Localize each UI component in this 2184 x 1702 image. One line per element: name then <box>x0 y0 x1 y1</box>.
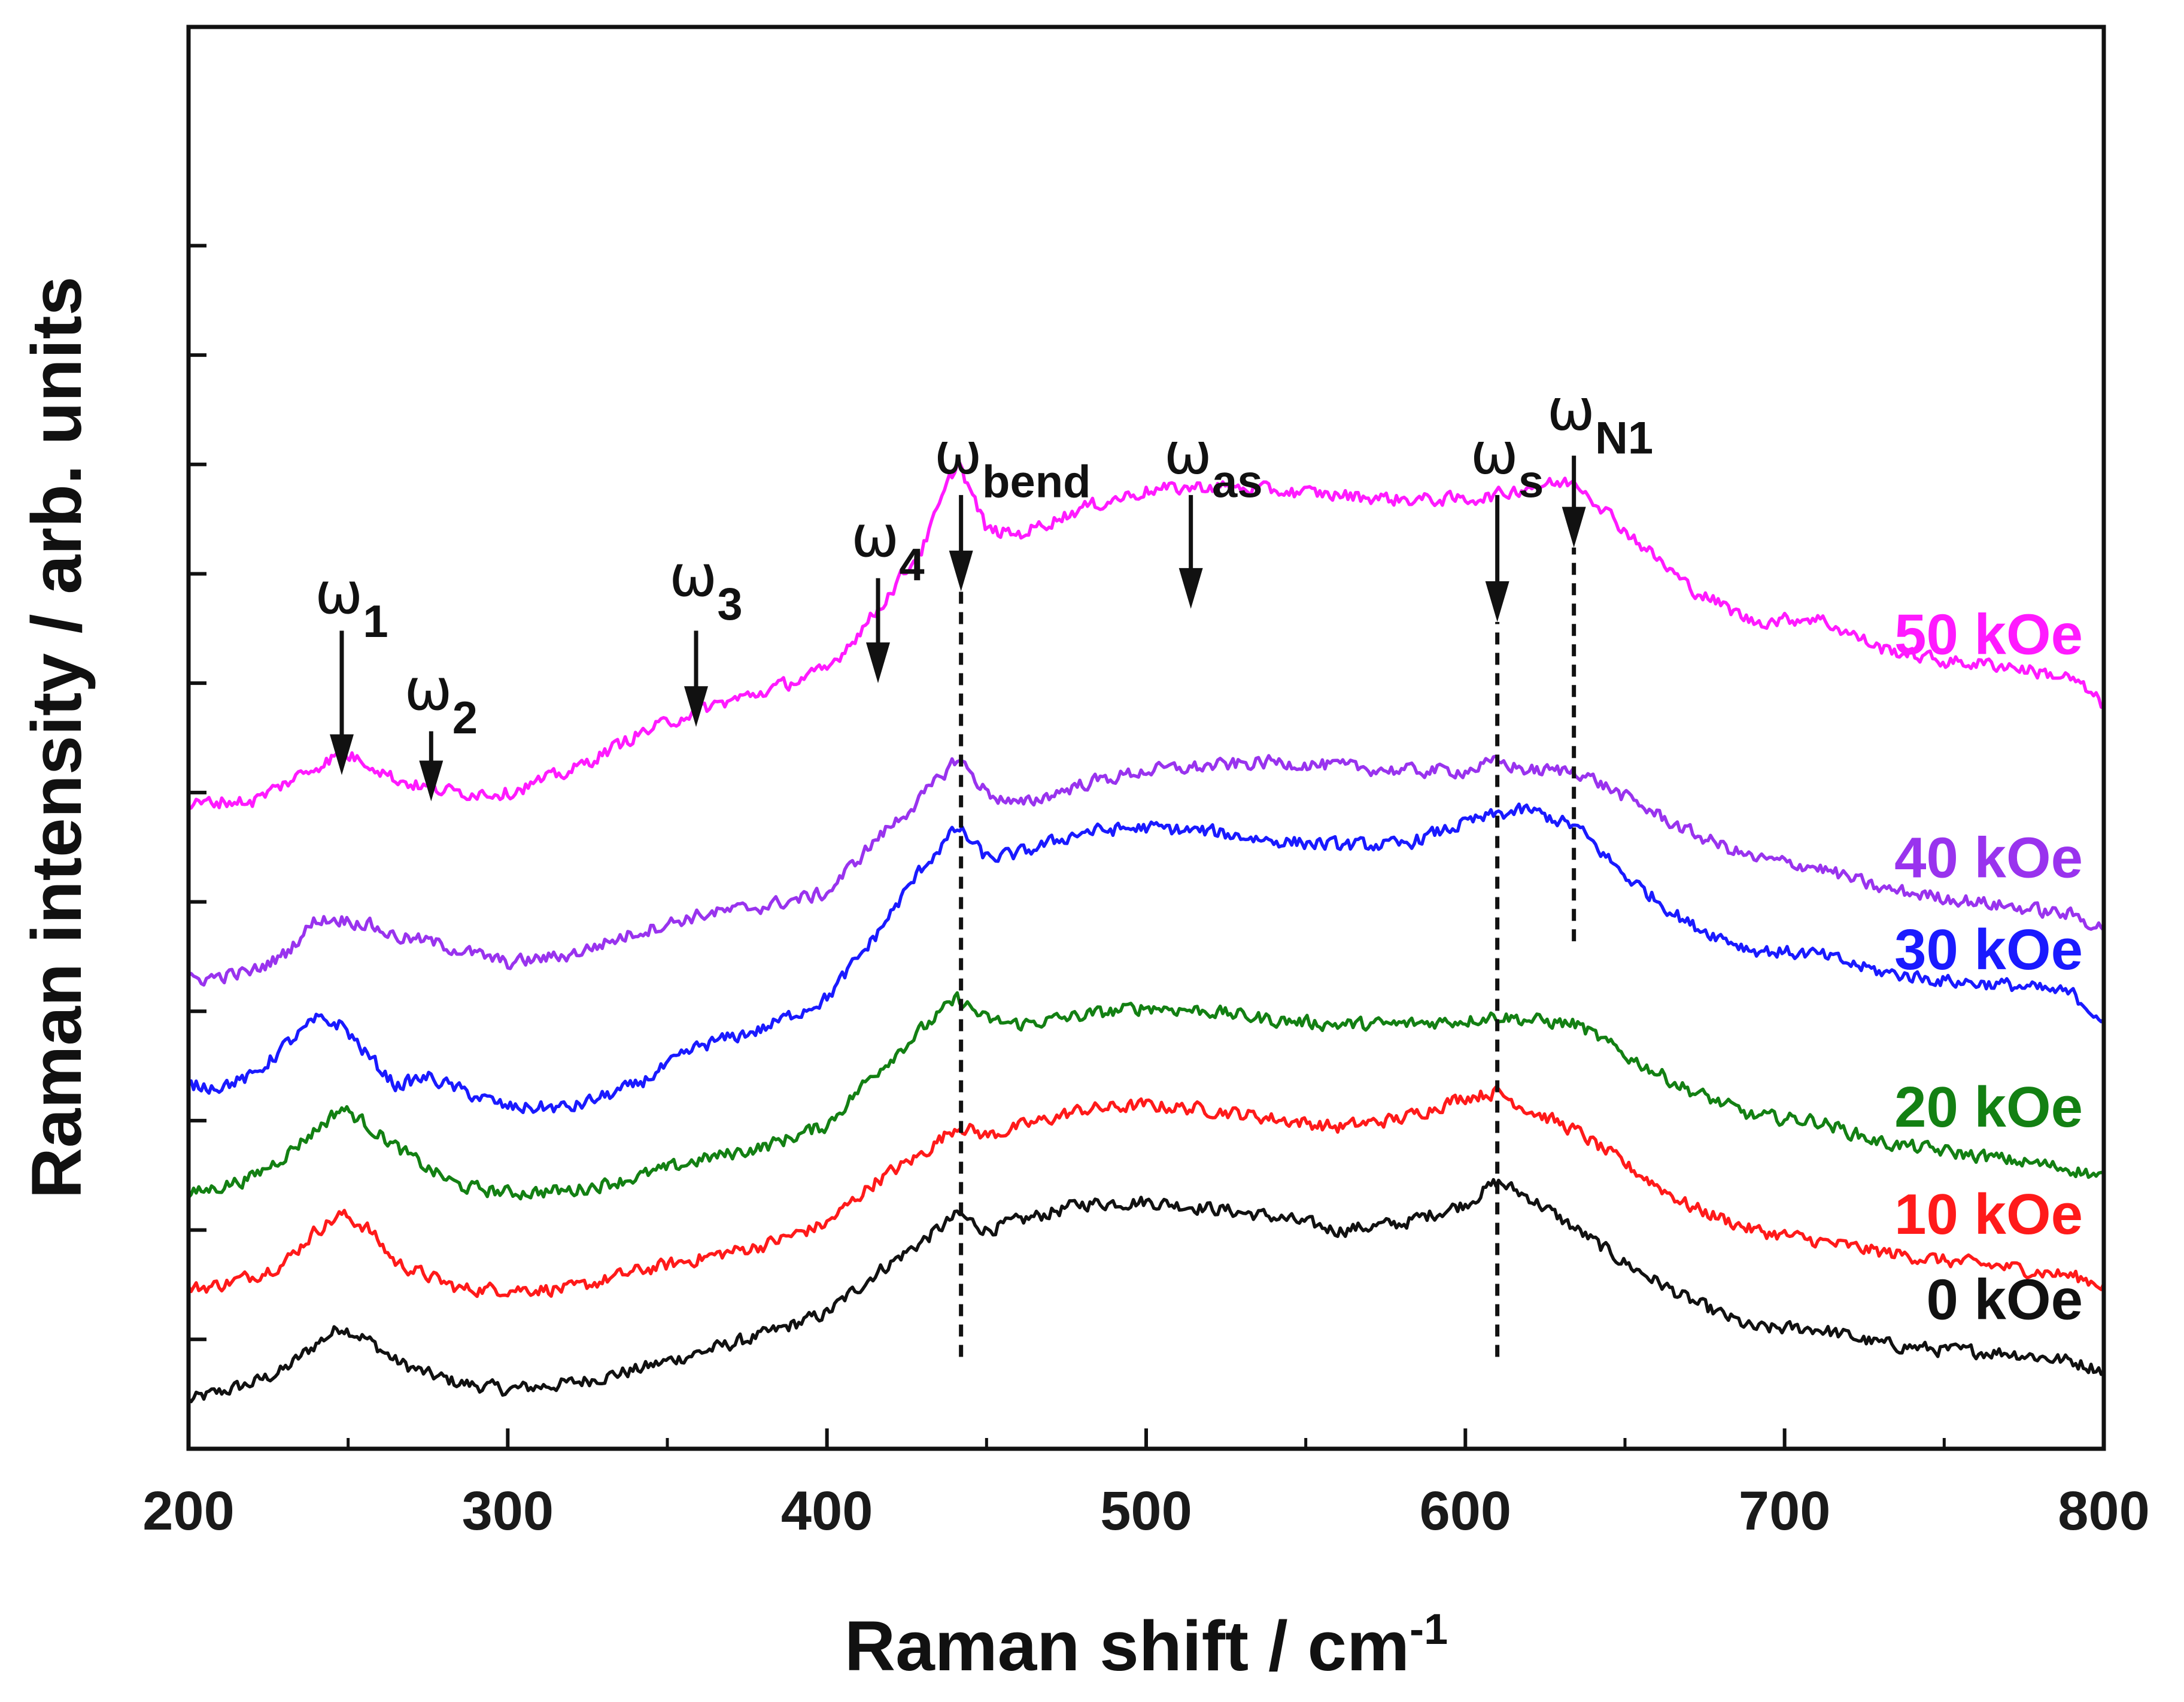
series-line-40-koe <box>187 754 2106 987</box>
peak-arrow-head-1 <box>330 734 354 775</box>
peak-label-subscript: as <box>1212 456 1263 507</box>
peak-label-subscript: s <box>1518 456 1544 507</box>
peak-label-symbol: ω <box>315 560 363 627</box>
peak-label-N1: ωN1 <box>1547 376 1654 463</box>
x-tick-label-600: 600 <box>1420 1480 1512 1542</box>
series-label-0-koe: 0 kOe <box>1926 1267 2083 1331</box>
peak-arrow-head-s <box>1485 581 1509 622</box>
peak-label-subscript: N1 <box>1595 412 1653 463</box>
series-line-10-koe <box>187 1085 2106 1299</box>
series-layer <box>187 461 2106 1404</box>
series-label-20-koe: 20 kOe <box>1894 1075 2083 1139</box>
peak-label-1: ω1 <box>315 560 388 647</box>
peak-arrow-head-as <box>1178 568 1203 609</box>
peak-label-4: ω4 <box>851 503 925 590</box>
x-tick-label-700: 700 <box>1739 1480 1831 1542</box>
peak-arrow-head-N1 <box>1562 506 1586 548</box>
series-label-10-koe: 10 kOe <box>1894 1182 2083 1246</box>
peak-arrow-head-3 <box>684 686 708 727</box>
peak-label-2: ω2 <box>404 656 478 744</box>
series-line-0-koe <box>187 1178 2106 1404</box>
series-labels: 0 kOe 10 kOe 20 kOe 30 kOe 40 kOe 50 kOe <box>1894 603 2083 1332</box>
peak-label-subscript: 4 <box>899 539 924 590</box>
peak-label-symbol: ω <box>934 420 982 487</box>
x-tick-label-500: 500 <box>1100 1480 1192 1542</box>
peak-label-symbol: ω <box>851 503 899 570</box>
x-axis-title: Raman shift / cm-1 <box>845 1606 1448 1686</box>
dashed-lines <box>959 547 1577 1357</box>
peak-label-symbol: ω <box>1471 420 1518 487</box>
peak-arrow-head-bend <box>949 550 973 591</box>
series-line-50-koe <box>188 461 2104 811</box>
x-axis-title-superscript: -1 <box>1410 1606 1448 1654</box>
peak-label-as: ωas <box>1164 420 1263 507</box>
series-label-30-koe: 30 kOe <box>1894 918 2083 982</box>
x-tick-label-200: 200 <box>142 1480 235 1542</box>
peak-label-subscript: 1 <box>363 596 388 647</box>
series-label-40-koe: 40 kOe <box>1894 826 2083 890</box>
peak-label-symbol: ω <box>1164 420 1212 487</box>
peak-label-subscript: 3 <box>717 579 742 630</box>
peak-label-subscript: 2 <box>452 693 478 744</box>
x-tick-label-400: 400 <box>781 1480 873 1542</box>
peak-label-symbol: ω <box>404 656 452 723</box>
x-axis-title-text: Raman shift / cm <box>845 1607 1410 1686</box>
peak-label-bend: ωbend <box>934 420 1091 507</box>
axis-ticks: 200 300 400 500 600 700 800 <box>142 244 2150 1542</box>
x-tick-label-300: 300 <box>462 1480 554 1542</box>
series-label-50-koe: 50 kOe <box>1894 603 2083 667</box>
peak-label-s: ωs <box>1471 420 1544 507</box>
peak-arrow-head-4 <box>866 642 890 684</box>
peak-arrow-head-2 <box>419 760 444 802</box>
peak-label-symbol: ω <box>669 542 717 609</box>
series-line-20-koe <box>187 991 2104 1201</box>
y-axis-title: Raman intensity / arb. units <box>17 277 96 1199</box>
x-tick-label-800: 800 <box>2058 1480 2150 1542</box>
peak-label-symbol: ω <box>1547 376 1595 443</box>
peak-label-3: ω3 <box>669 542 743 630</box>
peak-label-subscript: bend <box>982 456 1091 507</box>
series-line-30-koe <box>187 802 2105 1115</box>
